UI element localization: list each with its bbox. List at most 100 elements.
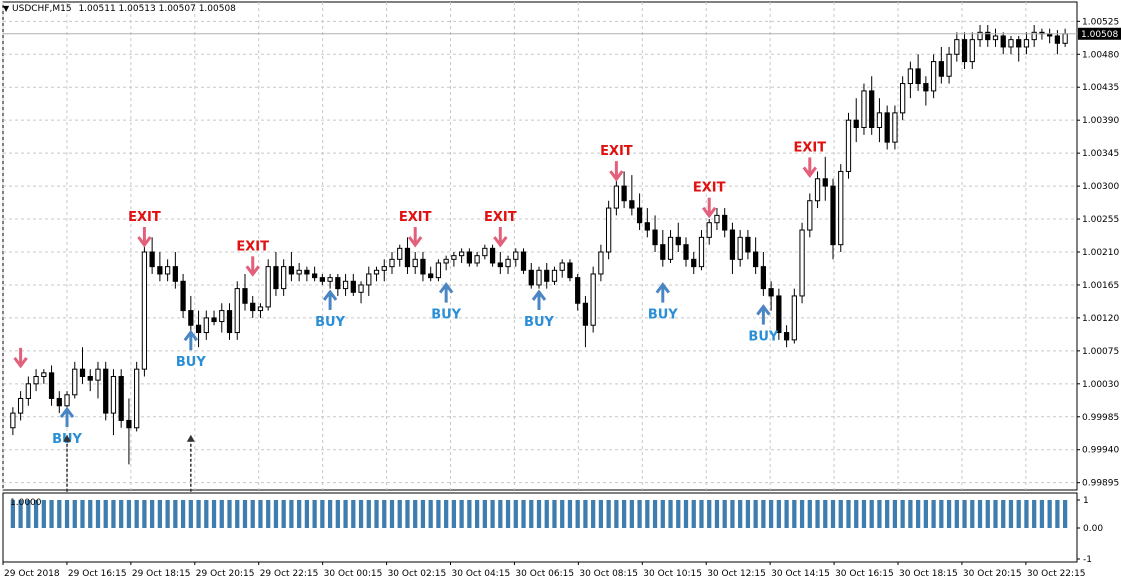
hist-bar: [629, 500, 634, 528]
hist-bar: [1001, 500, 1006, 528]
buy-label: BUY: [648, 308, 678, 323]
bull-candle: [25, 383, 31, 399]
y-tick-label: 1.00525: [1082, 17, 1119, 27]
bear-candle: [652, 229, 658, 246]
hist-bar: [150, 500, 155, 528]
hist-bar: [923, 500, 928, 528]
bear-candle: [884, 112, 890, 143]
hist-bar: [80, 500, 85, 528]
bear-candle: [582, 302, 589, 326]
exit-label: EXIT: [128, 210, 161, 225]
bull-candle: [892, 112, 898, 143]
x-tick-label: 30 Oct 08:15: [579, 569, 638, 579]
bear-candle: [985, 31, 991, 41]
exit-label: EXIT: [484, 210, 517, 225]
exit-label: EXIT: [600, 144, 633, 159]
bear-candle: [644, 222, 650, 231]
x-tick-label: 30 Oct 20:15: [963, 569, 1022, 579]
exit-arrow-icon: [609, 170, 624, 182]
bull-candle: [513, 251, 519, 260]
hist-bar: [204, 500, 209, 528]
hist-bar: [985, 500, 990, 528]
hist-bar: [575, 500, 580, 528]
bear-candle: [869, 90, 875, 129]
chart-header: ▼ USDCHF,M15 1.00511 1.00513 1.00507 1.0…: [3, 4, 236, 14]
x-tick-label: 30 Oct 12:15: [707, 569, 766, 579]
bull-candle: [234, 288, 240, 334]
hist-bar: [451, 500, 457, 528]
exit-label: EXIT: [399, 210, 432, 225]
bear-candle: [544, 269, 550, 282]
hist-bar: [420, 500, 426, 528]
bull-candle: [667, 236, 674, 260]
bear-candle: [520, 251, 527, 271]
bull-candle: [397, 247, 403, 260]
bear-candle: [822, 178, 828, 187]
hist-bar: [405, 500, 410, 528]
bull-candle: [900, 83, 906, 114]
bull-candle: [95, 368, 101, 381]
bull-candle: [41, 372, 47, 377]
bear-candle: [126, 419, 132, 429]
indicator-tick-label: 0.00: [1083, 524, 1103, 534]
bear-candle: [149, 251, 155, 268]
bull-candle: [1031, 31, 1037, 41]
bear-candle: [768, 288, 774, 297]
bull-candle: [10, 412, 16, 429]
bear-candle: [311, 273, 318, 279]
buy-label: BUY: [524, 315, 554, 330]
bull-candle: [737, 236, 743, 260]
bull-candle: [219, 310, 225, 323]
dropdown-triangle-icon[interactable]: ▼: [3, 4, 10, 13]
hist-bar: [977, 500, 983, 528]
bear-candle: [288, 266, 295, 275]
bear-candle: [923, 83, 929, 92]
hist-bar: [358, 500, 364, 528]
hist-bar: [908, 500, 913, 528]
y-tick-label: 1.00075: [1082, 347, 1119, 357]
bear-candle: [497, 262, 503, 268]
bear-candle: [722, 214, 728, 231]
x-tick-label: 30 Oct 00:15: [324, 569, 383, 579]
last-price-label: 1.00508: [1081, 30, 1118, 40]
hist-bar: [784, 500, 789, 528]
hist-bar: [792, 500, 797, 528]
signal-marker-head-icon: [63, 434, 72, 442]
hist-bar: [707, 500, 712, 528]
bull-candle: [907, 68, 914, 85]
x-tick-label: 29 Oct 2018: [4, 569, 60, 579]
hist-bar: [281, 500, 286, 528]
hist-bar: [490, 500, 495, 528]
hist-bar: [529, 500, 534, 528]
hist-bar: [351, 500, 356, 528]
bull-candle: [366, 273, 372, 286]
hist-bar: [366, 500, 371, 528]
bear-candle: [172, 266, 178, 282]
bear-candle: [118, 375, 124, 421]
bull-candle: [482, 247, 488, 257]
indicator-tick-label: -1: [1083, 555, 1092, 565]
hist-bar: [521, 500, 526, 528]
buy-arrow-icon: [438, 282, 454, 294]
bear-candle: [428, 273, 434, 279]
hist-bar: [730, 500, 735, 528]
hist-bar: [289, 500, 294, 528]
bull-candle: [281, 266, 287, 290]
hist-bar: [320, 500, 325, 528]
bear-candle: [660, 244, 666, 260]
buy-label: BUY: [748, 330, 778, 345]
bull-candle: [110, 375, 117, 414]
hist-bar: [591, 500, 596, 528]
hist-bar: [668, 500, 673, 528]
bear-candle: [636, 207, 643, 224]
bull-candle: [807, 200, 813, 231]
bear-candle: [250, 302, 256, 312]
bull-candle: [296, 269, 302, 275]
hist-bar: [382, 500, 387, 528]
bear-candle: [915, 68, 921, 85]
bull-candle: [64, 394, 70, 407]
hist-bar: [297, 500, 302, 528]
hist-bar: [57, 500, 62, 528]
hist-bar: [126, 500, 132, 528]
y-tick-label: 1.00255: [1082, 215, 1119, 225]
